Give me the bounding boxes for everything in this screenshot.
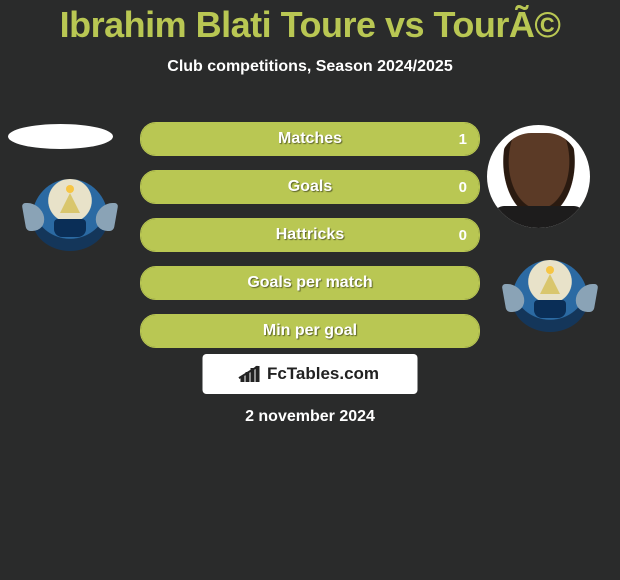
root: Ibrahim Blati Toure vs TourÃ© Club compe… bbox=[0, 0, 620, 580]
date-text: 2 november 2024 bbox=[0, 408, 620, 426]
right-player-avatar bbox=[487, 125, 590, 228]
bar-value-right: 1 bbox=[459, 123, 467, 155]
left-player-avatar bbox=[8, 124, 113, 149]
left-club-badge bbox=[20, 179, 120, 256]
bar-label: Min per goal bbox=[141, 315, 479, 347]
pyramids-shield-icon bbox=[500, 260, 600, 337]
bar-label: Matches bbox=[141, 123, 479, 155]
stat-bar-hattricks: Hattricks0 bbox=[140, 218, 480, 252]
stat-bar-goals: Goals0 bbox=[140, 170, 480, 204]
bar-value-right: 0 bbox=[459, 219, 467, 251]
bar-label: Goals bbox=[141, 171, 479, 203]
pyramids-shield-icon bbox=[20, 179, 120, 256]
stat-bars: Matches1Goals0Hattricks0Goals per matchM… bbox=[140, 122, 480, 362]
brand-plate[interactable]: FcTables.com bbox=[203, 354, 418, 394]
right-club-badge bbox=[500, 260, 600, 337]
stat-bar-goals-per-match: Goals per match bbox=[140, 266, 480, 300]
bar-chart-icon bbox=[241, 366, 263, 382]
stat-bar-min-per-goal: Min per goal bbox=[140, 314, 480, 348]
page-title: Ibrahim Blati Toure vs TourÃ© bbox=[0, 0, 620, 46]
bar-label: Hattricks bbox=[141, 219, 479, 251]
brand-text: FcTables.com bbox=[267, 364, 379, 384]
bar-label: Goals per match bbox=[141, 267, 479, 299]
stat-bar-matches: Matches1 bbox=[140, 122, 480, 156]
subtitle: Club competitions, Season 2024/2025 bbox=[0, 58, 620, 76]
bar-value-right: 0 bbox=[459, 171, 467, 203]
player-face-icon bbox=[500, 133, 578, 228]
